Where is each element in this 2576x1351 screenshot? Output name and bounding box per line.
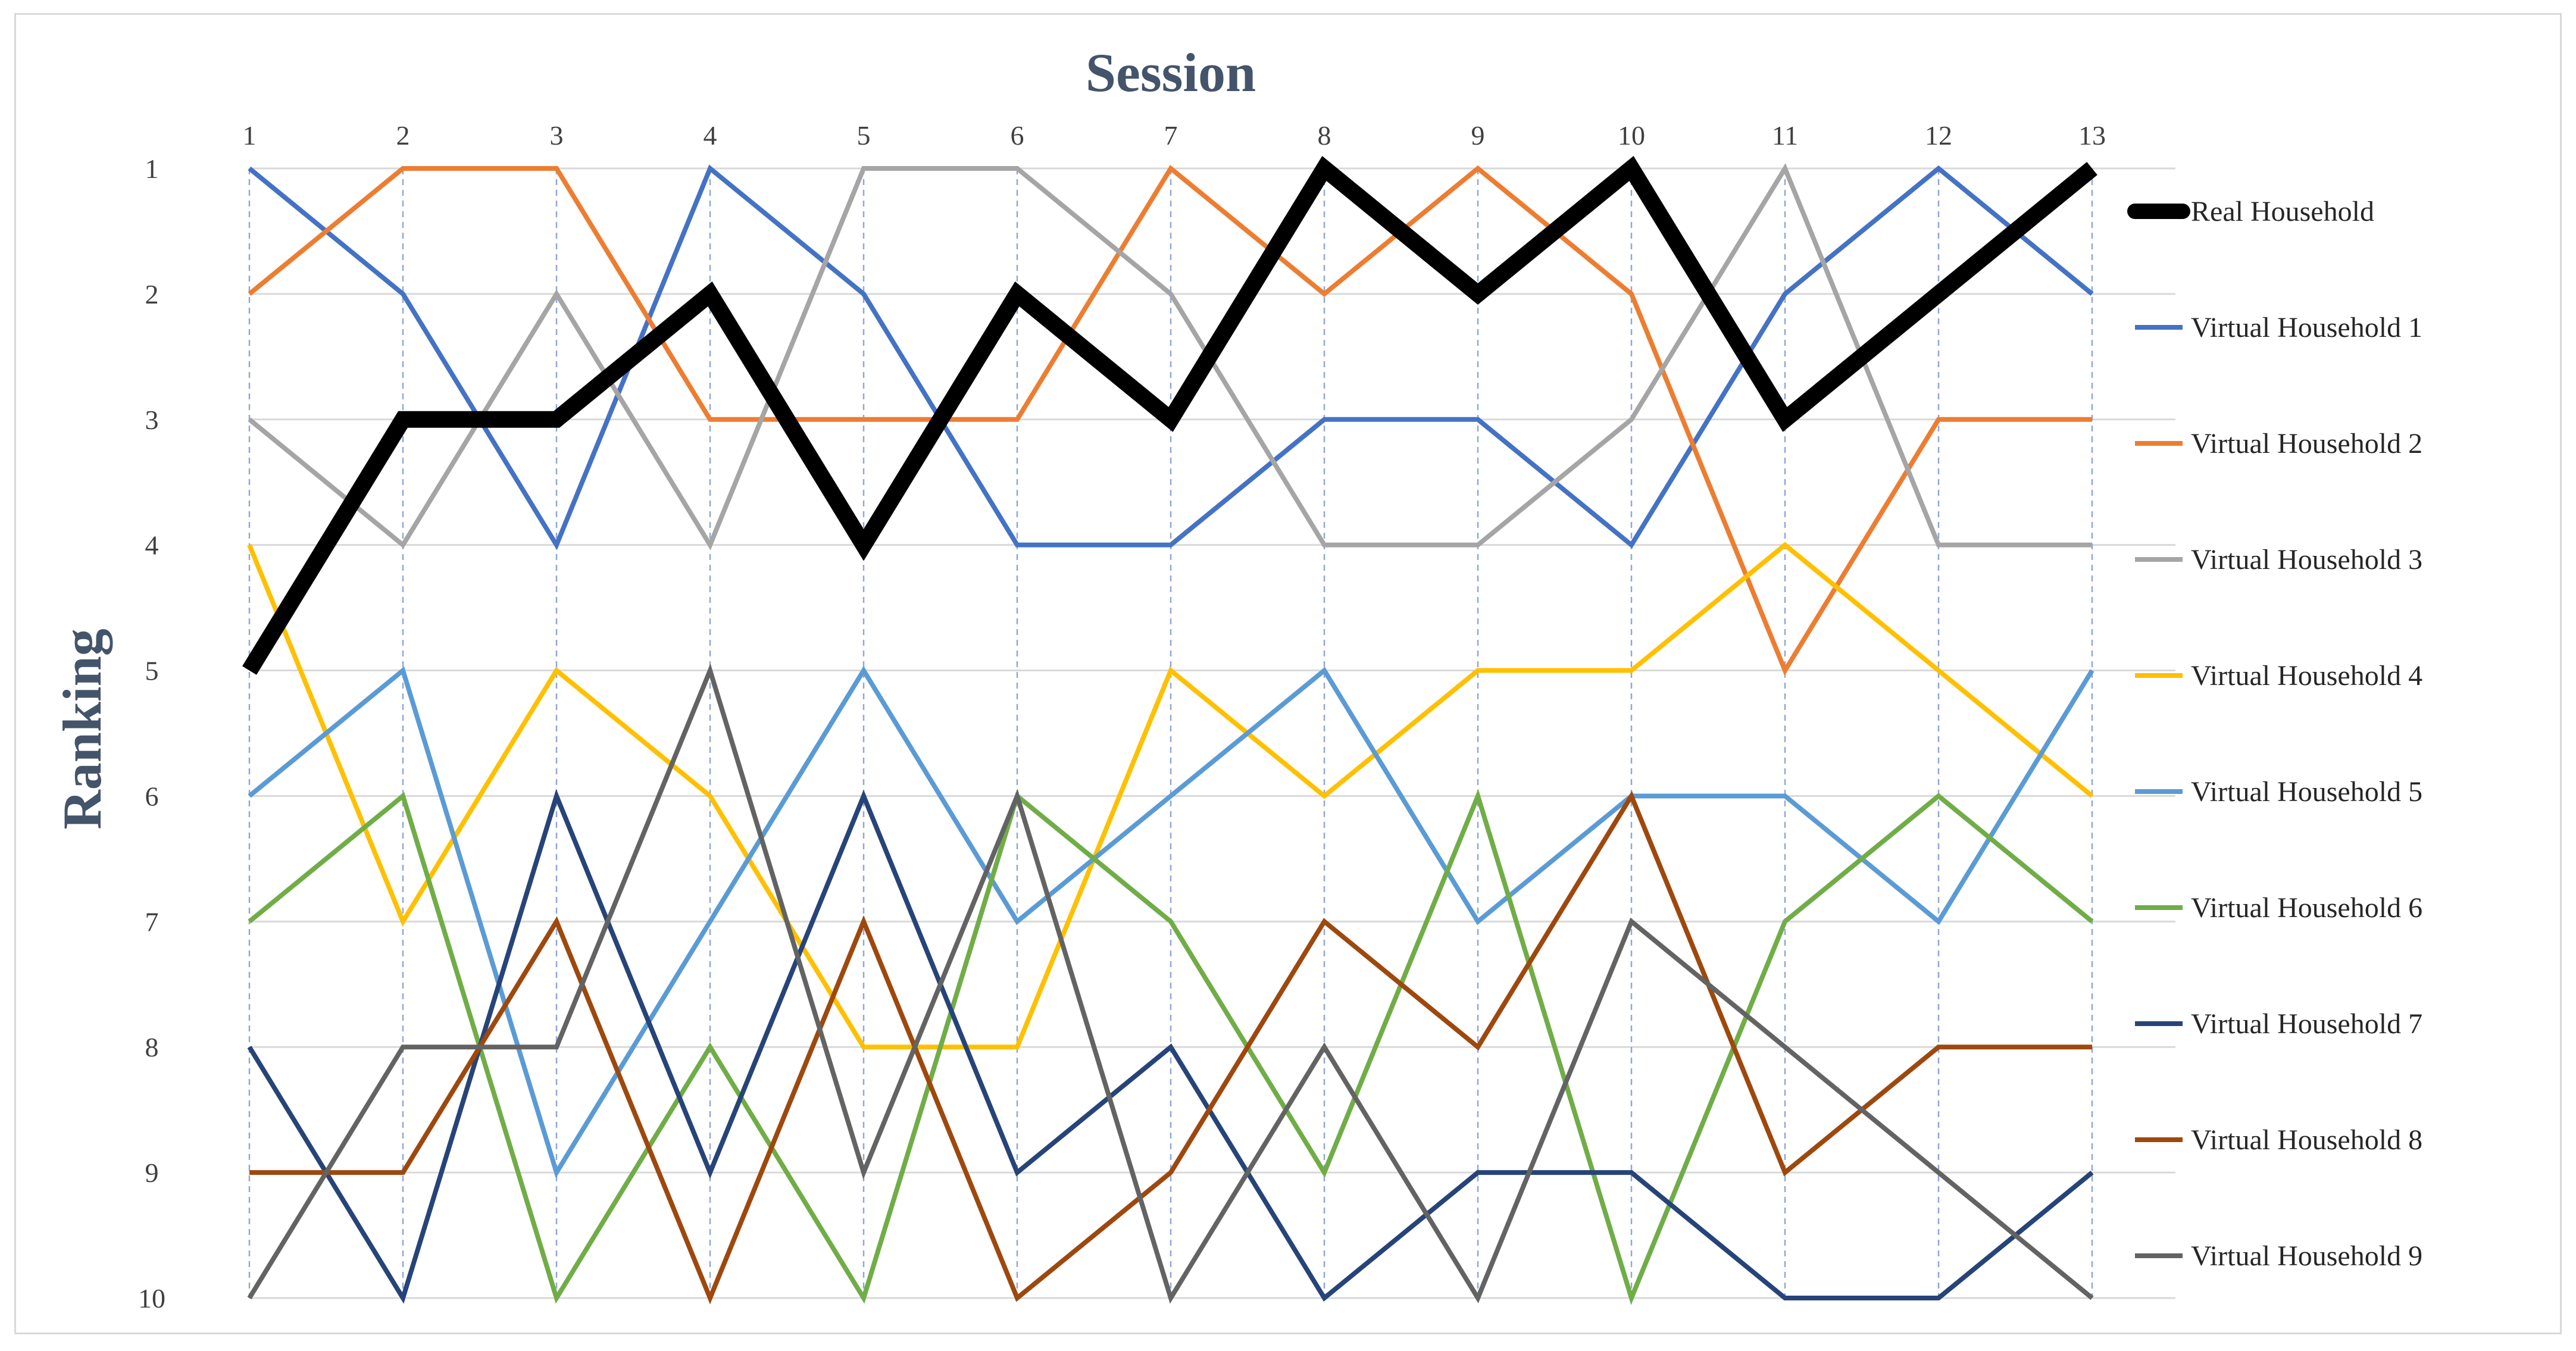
x-tick-label-9: 9 [1471, 120, 1485, 151]
series-line-virtual-household-6 [248, 789, 2094, 1305]
x-tick-label-13: 13 [2078, 120, 2106, 151]
x-tick-label-11: 11 [1772, 120, 1798, 151]
y-tick-label-10: 10 [138, 1283, 165, 1314]
legend-label-virtual-household-5: Virtual Household 5 [2191, 776, 2422, 808]
series-line-virtual-household-5 [248, 665, 2094, 1178]
axis-layer: 1 2 3 4 5 6 7 8 9 10 11 12 1312345678910SessionRanki… [52, 42, 2106, 1314]
y-tick-label-6: 6 [145, 781, 159, 811]
legend-label-virtual-household-6: Virtual Household 6 [2191, 892, 2422, 924]
y-tick-label-1: 1 [145, 154, 159, 184]
legend-label-real-household: Real Household [2191, 196, 2374, 227]
y-tick-label-7: 7 [145, 906, 159, 937]
legend-layer: Real Household Virtual Household 1 Virtual… [2127, 196, 2422, 1272]
x-tick-label-2: 2 [396, 120, 410, 151]
y-tick-label-9: 9 [145, 1158, 159, 1188]
y-axis-title: Ranking [52, 628, 112, 830]
x-axis-title: Session [1086, 42, 1256, 103]
y-tick-label-4: 4 [145, 530, 159, 561]
x-tick-label-4: 4 [704, 120, 717, 151]
x-tick-label-8: 8 [1318, 120, 1331, 151]
ranking-line-chart: 1 2 3 4 5 6 7 8 9 10 11 12 1312345678910SessionRanki… [52, 42, 2422, 1314]
legend-label-virtual-household-4: Virtual Household 4 [2191, 660, 2422, 692]
x-tick-label-6: 6 [1011, 120, 1024, 151]
series-line-virtual-household-4 [247, 542, 2094, 1050]
x-tick-label-10: 10 [1618, 120, 1645, 151]
legend-label-virtual-household-9: Virtual Household 9 [2191, 1240, 2422, 1272]
x-tick-label-12: 12 [1925, 120, 1952, 151]
series-line-real-household [242, 156, 2097, 675]
y-tick-label-8: 8 [145, 1032, 159, 1062]
series-layer [242, 156, 2097, 1305]
x-tick-label-3: 3 [550, 120, 564, 151]
series-line-virtual-household-1 [248, 164, 2094, 551]
y-tick-label-5: 5 [145, 656, 159, 686]
series-line-virtual-household-3 [248, 163, 2092, 551]
legend-label-virtual-household-1: Virtual Household 1 [2191, 312, 2422, 343]
y-tick-label-3: 3 [145, 405, 159, 435]
series-line-virtual-household-9 [247, 663, 2094, 1304]
series-line-virtual-household-8 [249, 790, 2092, 1305]
chart-frame: 1 2 3 4 5 6 7 8 9 10 11 12 13 1 2 3 4 5 6 7 8 9 10 Session Ranki… [14, 13, 2562, 1334]
y-tick-label-2: 2 [145, 279, 159, 309]
legend-label-virtual-household-3: Virtual Household 3 [2191, 544, 2422, 576]
legend-label-virtual-household-7: Virtual Household 7 [2191, 1008, 2422, 1040]
series-line-virtual-household-7 [247, 789, 2094, 1304]
legend-label-virtual-household-8: Virtual Household 8 [2191, 1124, 2422, 1156]
series-line-virtual-household-2 [248, 165, 2092, 676]
x-tick-label-5: 5 [857, 120, 871, 151]
x-tick-label-7: 7 [1164, 120, 1178, 151]
legend-label-virtual-household-2: Virtual Household 2 [2191, 428, 2422, 459]
x-tick-label-1: 1 [243, 120, 257, 151]
